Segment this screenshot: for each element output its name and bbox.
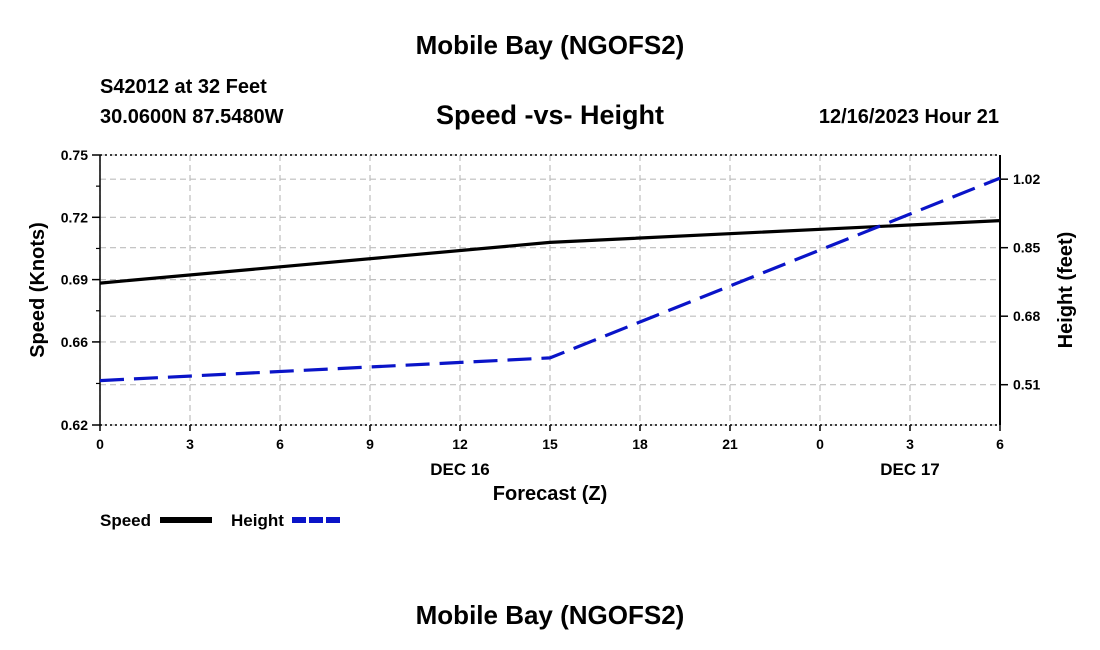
y-right-tick-label: 0.68 (1013, 308, 1040, 324)
x-tick-label: 15 (542, 436, 558, 452)
y-left-tick-label: 0.62 (61, 417, 88, 433)
x-tick-label: 0 (816, 436, 824, 452)
y-right-tick-label: 1.02 (1013, 171, 1040, 187)
footer-title: Mobile Bay (NGOFS2) (415, 600, 685, 630)
y-right-tick-label: 0.85 (1013, 240, 1040, 256)
station-label: S42012 at 32 Feet (100, 76, 267, 98)
x-tick-label: 3 (186, 436, 194, 452)
date-label: DEC 16 (430, 460, 490, 479)
date-label: DEC 17 (880, 460, 940, 479)
x-tick-label: 18 (632, 436, 648, 452)
chart-title: Mobile Bay (NGOFS2) (415, 30, 685, 60)
x-axis-title: Forecast (Z) (493, 483, 607, 505)
y-left-tick-label: 0.72 (61, 209, 88, 225)
x-tick-label: 0 (96, 436, 104, 452)
y-axis-title-right: Height (feet) (1055, 232, 1077, 349)
y-axis-title-left: Speed (Knots) (27, 222, 49, 358)
y-left-tick-label: 0.69 (61, 272, 88, 288)
x-tick-label: 6 (276, 436, 284, 452)
height-series-line (99, 176, 1001, 383)
legend-label-speed: Speed (100, 511, 151, 530)
x-tick-label: 21 (722, 436, 738, 452)
x-tick-label: 6 (996, 436, 1004, 452)
chart-subtitle: Speed -vs- Height (435, 100, 665, 130)
legend-label-height: Height (231, 511, 284, 530)
x-tick-label: 9 (366, 436, 374, 452)
y-left-tick-label: 0.66 (61, 334, 88, 350)
forecast-datetime: 12/16/2023 Hour 21 (818, 106, 999, 128)
x-tick-label: 3 (906, 436, 914, 452)
y-left-tick-label: 0.75 (61, 147, 88, 163)
coordinates-label: 30.0600N 87.5480W (100, 106, 284, 128)
x-tick-label: 12 (452, 436, 468, 452)
speed-series-line (99, 219, 1001, 285)
y-right-tick-label: 0.51 (1013, 377, 1040, 393)
